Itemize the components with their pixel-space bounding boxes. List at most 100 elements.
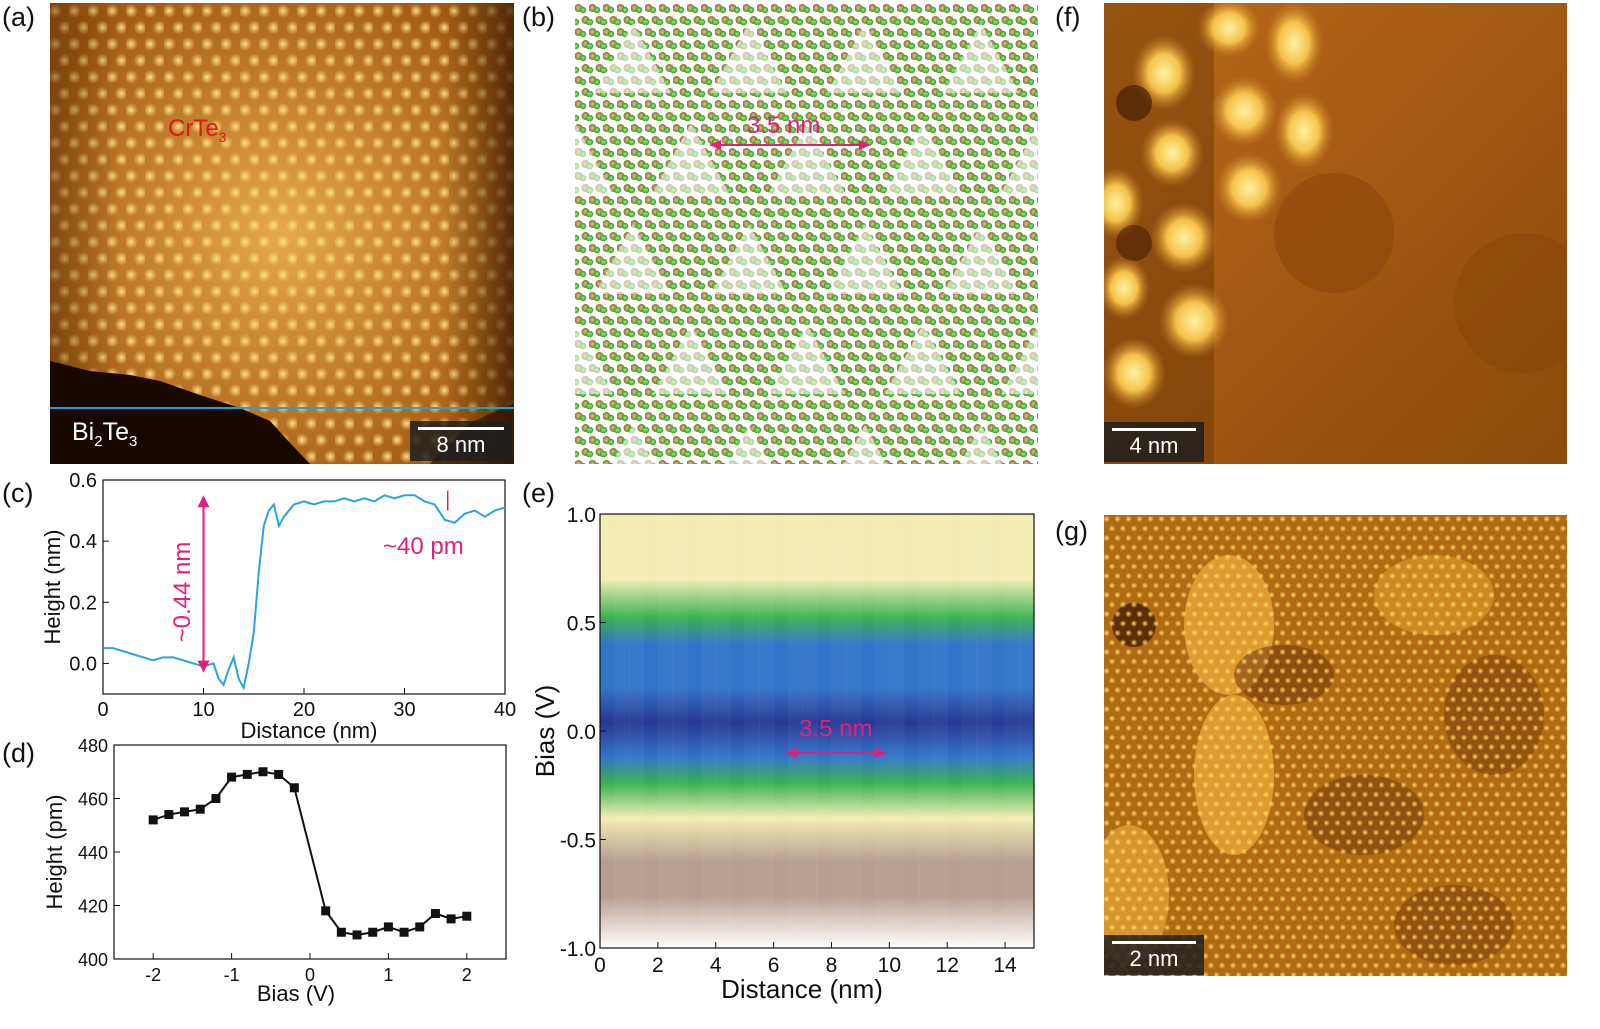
arrow-head (785, 747, 798, 758)
x-tick-label: 2 (652, 954, 664, 977)
x-axis-label: Bias (V) (257, 981, 335, 1006)
stm-image-g-svg (1104, 515, 1567, 976)
panel-c-letter: (c) (2, 478, 34, 508)
atomic-model-b-svg: 3.5 nm (575, 3, 1038, 464)
x-tick-label: 0 (97, 699, 108, 721)
y-tick-label: 0.0 (567, 721, 596, 744)
stm-image-f-svg (1104, 3, 1567, 464)
chart-d: -2 -1 0 1 2 400 420 440 460 480 Bias (V) Height (pm… (42, 736, 507, 1006)
y-axis-label: Height (nm) (40, 530, 65, 645)
scalebar-a: 8 nm (410, 421, 512, 461)
x-tick-label: 30 (393, 699, 415, 721)
stm-image-g (1104, 515, 1567, 976)
heatmap-column (961, 515, 977, 950)
arrow-head (874, 747, 887, 758)
heatmap-column (643, 514, 659, 949)
heatmap-column (860, 511, 876, 946)
stm-image-a-svg (50, 3, 514, 464)
x-tick-label: 8 (826, 954, 838, 977)
y-tick-label: -0.5 (560, 830, 596, 853)
y-axis-label: Bias (V) (530, 685, 560, 777)
panel-f-letter: (f) (1055, 2, 1081, 32)
chart-c: 0 10 20 30 40 0.0 0.2 0.4 0.6 Distance (nm) Height… (40, 470, 516, 743)
x-tick-label: 12 (936, 954, 959, 977)
x-tick-label: 0 (305, 965, 315, 985)
x-tick-label: 1 (383, 965, 393, 985)
heatmap-column (947, 507, 963, 941)
y-tick-label: 400 (78, 950, 108, 970)
stm-image-f (1104, 3, 1567, 464)
x-tick-label: 14 (993, 954, 1017, 977)
data-point (227, 772, 237, 782)
data-point (430, 909, 440, 919)
y-tick-label: 0.2 (69, 592, 97, 614)
x-tick-label: -1 (224, 965, 240, 985)
arrow-head (197, 660, 210, 673)
heatmap-column (932, 502, 948, 937)
data-point (336, 927, 346, 937)
x-tick-label: 20 (293, 699, 315, 721)
annotation-height: ~0.44 nm (169, 542, 196, 643)
heatmap-column (903, 526, 919, 961)
data-point (274, 769, 284, 779)
plot-frame (102, 479, 506, 695)
label-crte3: CrTe3 (168, 115, 227, 145)
heatmap-column (1005, 498, 1021, 933)
data-point (462, 911, 472, 921)
panel-e-letter: (e) (522, 478, 555, 508)
heatmap-column (788, 498, 804, 933)
x-axis-label: Distance (nm) (241, 718, 378, 743)
scalebar-f: 4 nm (1104, 422, 1204, 462)
panel-b-letter: (b) (522, 2, 555, 32)
x-tick-label: 10 (878, 954, 901, 977)
data-point (383, 922, 393, 932)
heatmap-column (744, 511, 760, 946)
x-tick-label: 0 (594, 954, 606, 977)
annotation-40pm: ~40 pm (383, 533, 464, 560)
y-tick-label: -1.0 (560, 938, 596, 961)
data-point (446, 914, 456, 924)
data-point (164, 810, 174, 820)
data-point (415, 922, 425, 932)
x-axis-label: Distance (nm) (721, 974, 883, 1004)
label-bi2te3: Bi2Te3 (72, 418, 138, 450)
data-point (368, 927, 378, 937)
x-tick-label: 6 (768, 954, 780, 977)
x-tick-label: 4 (710, 954, 722, 977)
y-tick-label: 480 (78, 736, 108, 756)
heatmap-column (831, 526, 847, 961)
heatmap-column (715, 504, 731, 938)
y-tick-label: 420 (78, 897, 108, 917)
data-point (180, 807, 190, 817)
data-point (352, 930, 362, 940)
heatmap-column (759, 515, 775, 950)
scalebar-g: 2 nm (1104, 935, 1204, 975)
heatmap-column (918, 512, 934, 947)
heatmap-column (672, 523, 688, 958)
heatmap-column (657, 513, 673, 948)
y-tick-label: 0.0 (69, 653, 97, 675)
series-line (152, 770, 467, 936)
y-axis-label: Height (pm) (42, 795, 67, 910)
data-point (258, 767, 268, 777)
heatmap-column (976, 512, 992, 947)
heatmap-column (990, 501, 1006, 936)
heatmap-column (817, 520, 832, 955)
heatmap-column (1019, 511, 1035, 945)
data-point (148, 815, 158, 825)
heatmap-column (701, 518, 717, 953)
y-tick-label: 0.4 (69, 531, 97, 553)
y-tick-label: 0.5 (567, 613, 596, 636)
y-tick-label: 0.6 (69, 470, 97, 492)
y-tick-label: 1.0 (567, 504, 596, 527)
heatmap-column (802, 504, 818, 939)
panel-a-letter: (a) (2, 2, 35, 32)
stm-image-a (50, 3, 514, 464)
heatmap-column (686, 528, 702, 963)
heatmap-column (874, 517, 890, 952)
data-point (399, 927, 409, 937)
panel-g-letter: (g) (1055, 516, 1088, 546)
data-point (242, 769, 252, 779)
arrow-head (197, 495, 210, 508)
panel-d-letter: (d) (2, 738, 35, 768)
